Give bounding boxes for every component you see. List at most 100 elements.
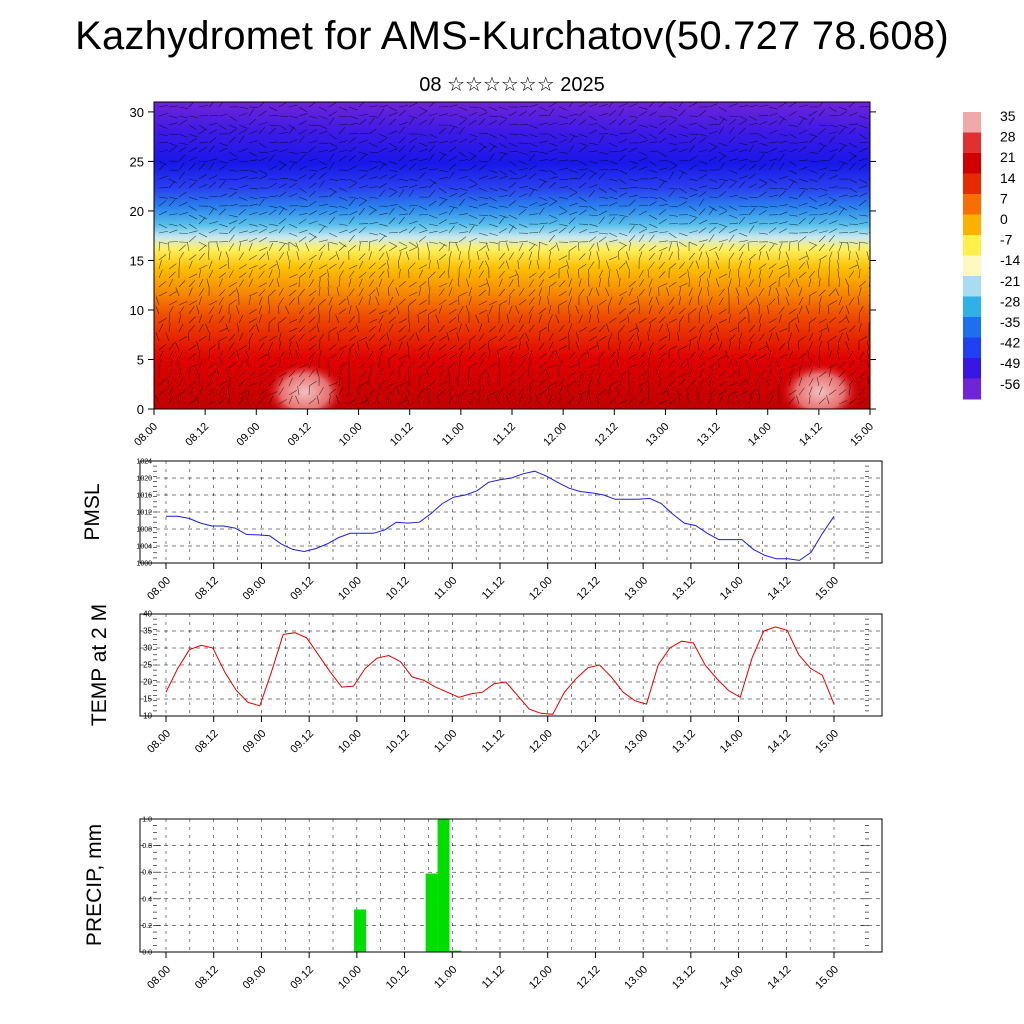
wind-barb [308,210,318,216]
wind-barb [278,359,281,369]
wind-barb [368,279,375,288]
colorbar-label: 14 [1000,170,1016,186]
wind-barb [848,241,858,244]
wind-barb [468,196,478,201]
wind-barb [548,220,558,225]
wind-barb [498,288,506,297]
wind-barb [588,345,597,351]
wind-barb [558,151,568,154]
wind-barb [388,207,395,216]
wind-barb [598,278,602,288]
wind-barb [278,115,288,118]
wind-barb [206,278,210,288]
wind-barb [828,389,837,396]
wind-barb [228,299,237,306]
wind-barb [638,210,648,216]
wind-barb [558,345,568,351]
wind-barb [728,136,736,144]
wind-barb [838,160,848,165]
wind-barb [268,278,274,288]
wind-barb [588,189,596,198]
wind-barb [188,147,197,153]
wind-barb [418,377,421,387]
wind-barb [668,148,678,153]
wind-barb [658,306,664,315]
wind-barb [188,178,198,182]
wind-barb [168,359,173,369]
wind-barb [158,223,168,229]
wind-barb [538,159,548,162]
wind-barb [718,395,723,405]
wind-barb [558,264,568,270]
wind-barb [518,240,528,243]
wind-barb [398,185,408,189]
wind-barb [808,245,817,252]
wind-barb [268,391,278,396]
wind-barb [618,118,626,126]
wind-barb [768,395,774,405]
wind-barb [228,282,237,288]
wind-barb [738,158,748,162]
wind-barb [746,359,750,369]
wind-barb [768,318,777,324]
wind-barb [428,361,436,369]
wind-barb [187,242,190,252]
wind-barb [348,196,358,199]
wind-barb [808,205,818,210]
wind-barb [618,341,621,351]
wind-barb [688,260,694,270]
wind-barb [688,156,697,162]
wind-barb [458,138,468,144]
colorbar-swatches [963,112,981,400]
wind-barb [368,117,375,126]
wind-barb [428,200,437,207]
wind-barb [588,172,596,180]
wind-barb [596,341,600,351]
wind-barb [718,210,728,216]
wind-barb [188,102,194,108]
wind-barb [408,204,418,207]
wind-barb [208,260,213,270]
wind-barb [708,142,718,148]
wind-barb [808,291,817,297]
wind-barb [348,106,358,111]
precip-grid [140,818,882,953]
wind-barb [448,171,455,180]
heatmap-ytick-label: 15 [130,253,144,268]
wind-barb [568,296,573,306]
wind-barb [478,232,488,236]
wind-barb [478,359,484,369]
wind-barb [578,371,587,378]
wind-barb [508,345,518,351]
wind-barb [228,214,238,218]
wind-barb [198,386,204,396]
wind-barb [536,395,540,405]
wind-barb [638,318,647,324]
wind-barb [687,269,690,279]
wind-barb [798,146,807,153]
wind-barb [588,129,598,135]
wind-barb [218,178,228,181]
wind-barb [168,278,174,288]
wind-barb [168,142,178,147]
wind-barb [455,242,460,252]
wind-barb [485,251,490,261]
wind-barb [428,260,431,270]
wind-barb [158,210,168,216]
wind-barb [368,239,378,243]
wind-barb [788,279,794,288]
colorbar-label: 28 [1000,129,1016,145]
wind-barb [208,122,218,126]
wind-barb [297,296,300,306]
wind-barb [826,323,830,333]
wind-barb [538,106,548,111]
wind-barb [568,371,577,378]
wind-barb [848,370,856,378]
wind-barb [798,340,800,351]
wind-barb [348,342,355,351]
wind-barb [458,292,468,297]
wind-barb [798,178,808,182]
wind-barb [398,298,406,306]
wind-barb [598,151,608,155]
wind-barb [438,361,447,369]
